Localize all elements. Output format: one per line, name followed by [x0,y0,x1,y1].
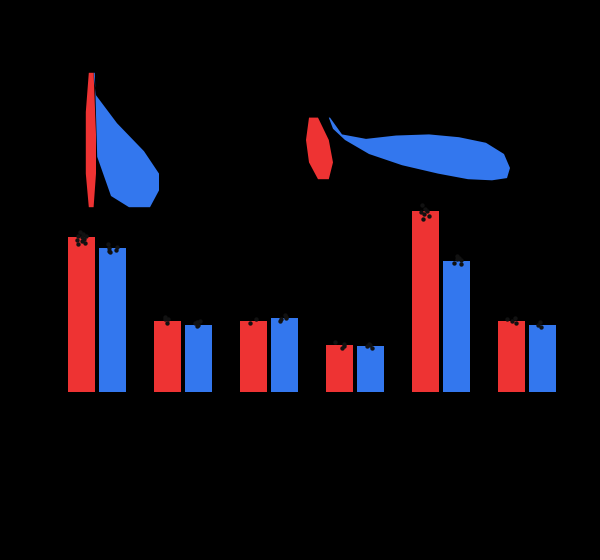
Point [421,205,430,214]
Bar [154,321,181,392]
Point [193,318,202,326]
Point [456,260,466,269]
Bar [68,237,95,392]
Point [281,312,290,321]
Point [112,242,122,251]
Point [452,252,462,261]
Polygon shape [86,73,96,207]
Point [81,232,91,241]
Point [536,323,546,332]
Point [245,318,255,327]
Point [275,316,285,325]
Bar [498,321,525,392]
Point [339,339,349,348]
Point [418,214,428,223]
Point [368,344,377,353]
Polygon shape [329,118,510,180]
Point [73,240,83,249]
Point [103,240,113,249]
Point [192,321,202,330]
Bar [357,346,385,392]
Point [422,206,432,215]
Point [508,316,517,325]
Point [277,315,286,324]
Point [193,320,203,329]
Point [511,318,520,327]
Point [79,234,88,243]
Point [533,320,543,329]
Polygon shape [94,73,159,207]
Point [111,245,121,254]
Point [161,312,170,321]
Point [163,315,172,324]
Point [362,342,371,351]
Point [417,200,427,209]
Point [511,314,520,323]
Point [195,316,205,325]
Bar [271,318,298,392]
Point [281,314,290,323]
Point [190,319,200,328]
Point [77,233,87,242]
Bar [239,321,267,392]
Point [535,318,545,326]
Polygon shape [306,118,333,179]
Point [425,212,434,221]
Point [104,244,114,253]
Point [452,254,462,263]
Point [72,236,82,245]
Point [80,239,89,248]
Point [73,232,83,241]
Point [419,209,428,218]
Point [280,311,290,320]
Point [104,246,114,255]
Point [339,342,349,351]
Point [77,237,87,246]
Point [338,343,347,352]
Point [79,230,88,239]
Point [365,340,375,349]
Point [75,227,85,236]
Point [105,248,115,256]
Point [331,338,340,347]
Point [160,315,170,324]
Bar [99,248,126,392]
Bar [443,261,470,392]
Bar [529,325,556,392]
Bar [185,325,212,392]
Point [449,259,458,268]
Point [416,207,425,216]
Point [457,256,466,265]
Point [364,339,374,348]
Point [162,318,172,327]
Bar [326,345,353,392]
Point [455,253,464,262]
Point [251,315,261,324]
Bar [412,211,439,392]
Point [503,315,512,324]
